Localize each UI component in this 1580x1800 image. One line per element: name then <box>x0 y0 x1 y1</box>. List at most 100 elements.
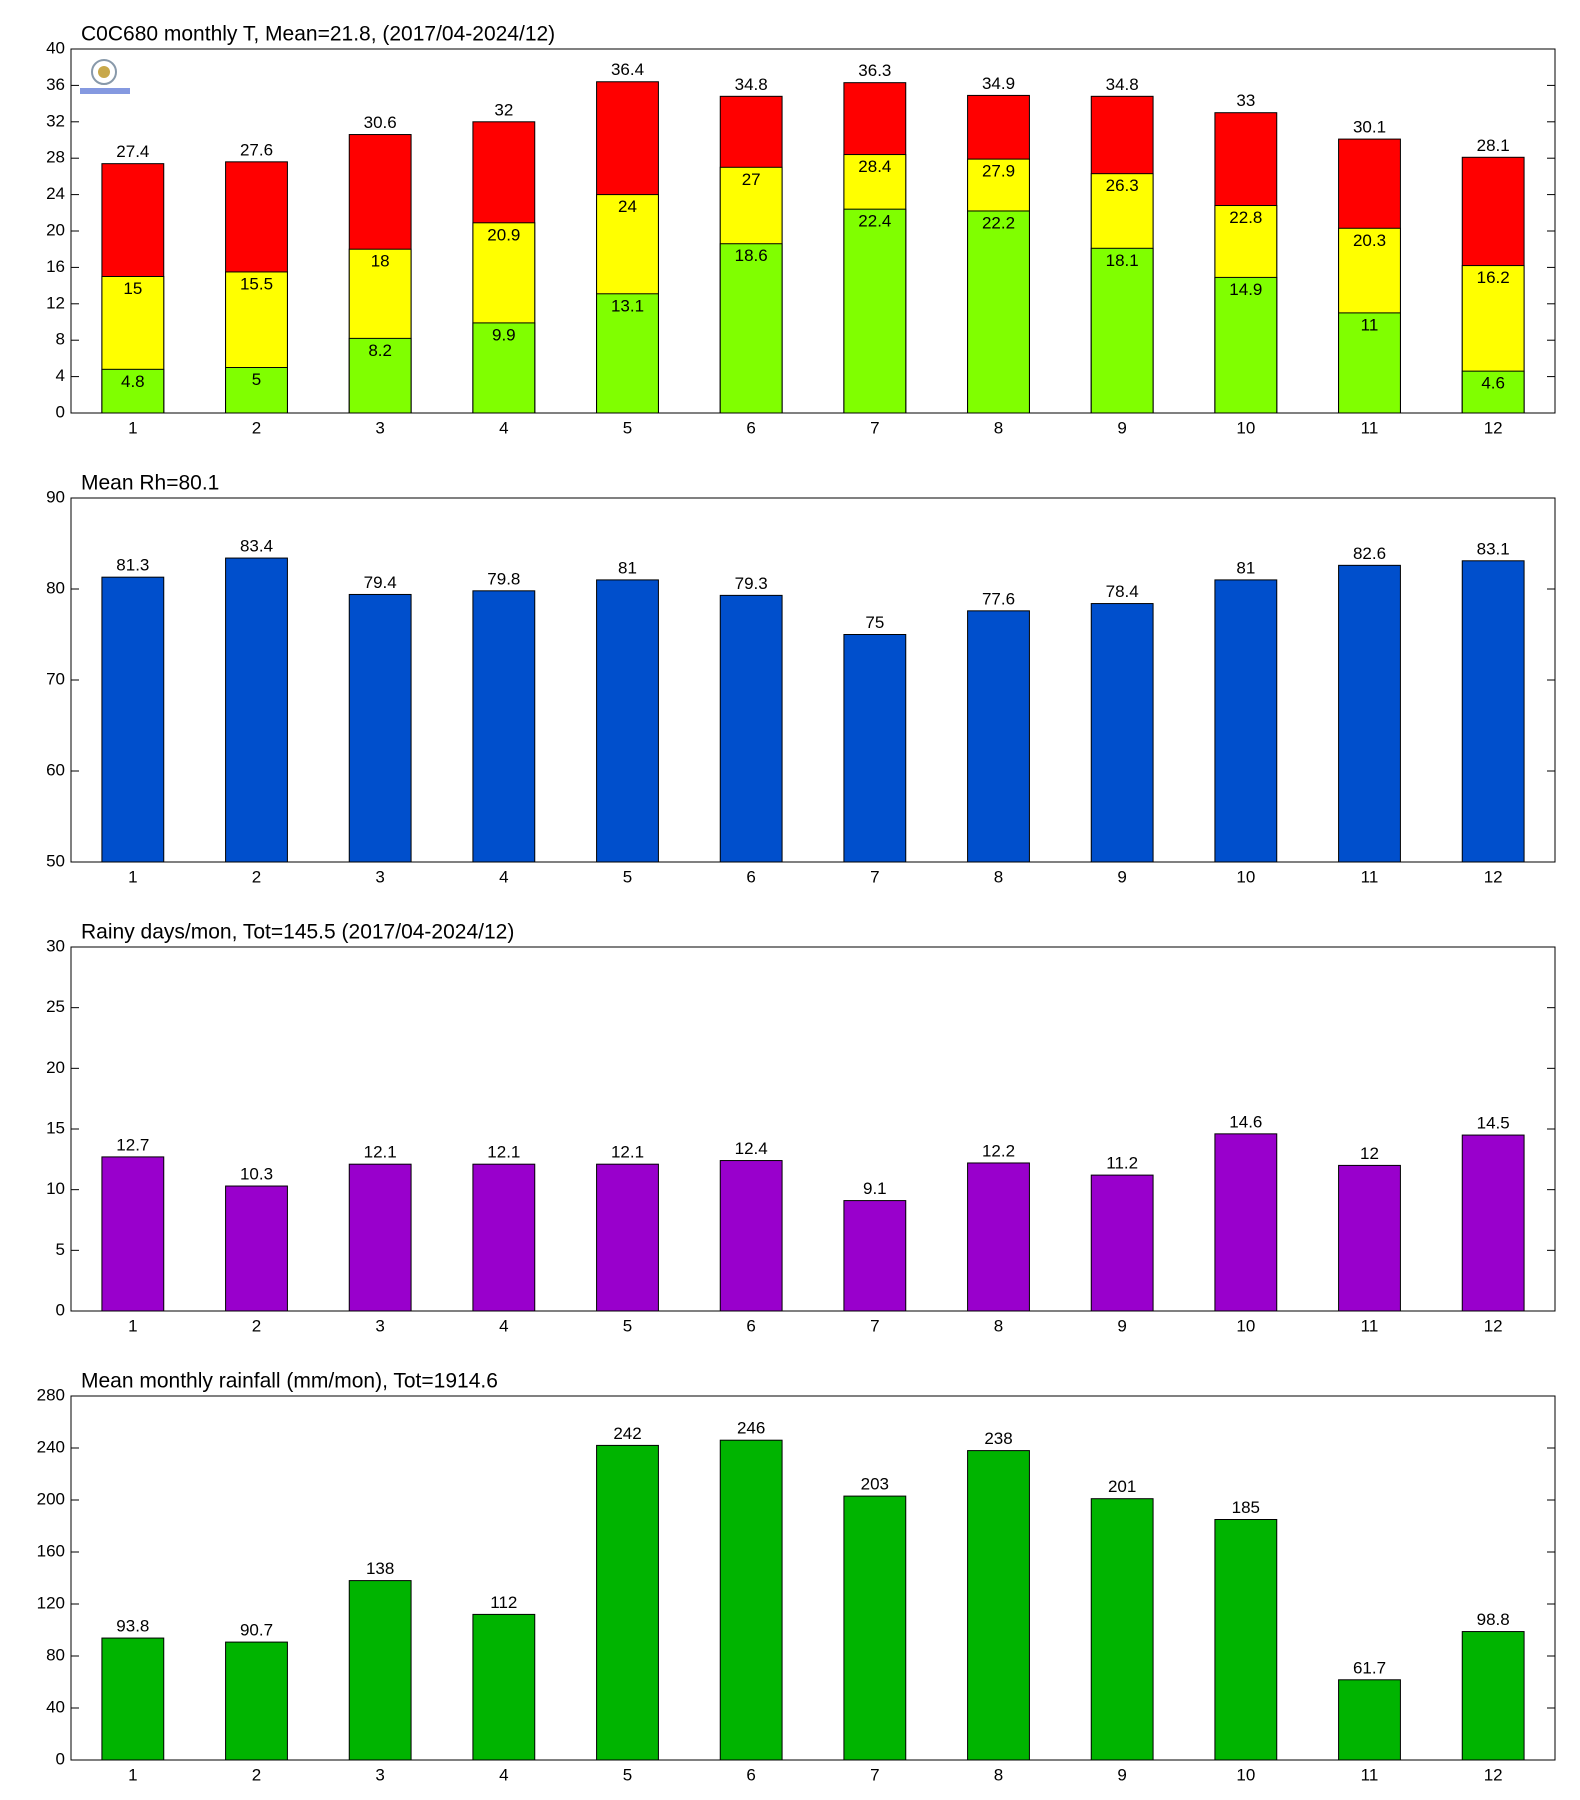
bar <box>1090 603 1154 863</box>
data-label: 15.5 <box>240 274 273 293</box>
bar <box>225 557 288 863</box>
x-tick-label: 1 <box>128 1316 137 1335</box>
data-label: 12.1 <box>364 1143 397 1162</box>
x-tick-label: 11 <box>1361 418 1379 437</box>
x-tick-label: 11 <box>1361 1765 1379 1784</box>
data-label: 14.9 <box>1229 280 1262 299</box>
data-label: 11 <box>1361 315 1379 334</box>
bar <box>1214 1133 1278 1312</box>
data-label: 26.3 <box>1106 176 1139 195</box>
x-tick-label: 11 <box>1361 1316 1379 1335</box>
y-tick-label: 280 <box>37 1385 65 1404</box>
y-tick-label: 10 <box>46 1179 65 1198</box>
y-tick-label: 60 <box>46 760 65 779</box>
x-tick-label: 5 <box>623 1316 632 1335</box>
x-tick-label: 8 <box>994 1316 1003 1335</box>
data-label: 27.4 <box>116 142 149 161</box>
y-tick-label: 5 <box>56 1240 65 1259</box>
bar <box>101 576 165 863</box>
x-tick-label: 7 <box>870 1765 879 1784</box>
x-tick-label: 12 <box>1484 1316 1503 1335</box>
x-tick-label: 10 <box>1236 1316 1255 1335</box>
x-tick-label: 9 <box>1117 1316 1126 1335</box>
data-label: 16.2 <box>1477 268 1510 287</box>
data-label: 13.1 <box>611 296 644 315</box>
bar <box>843 208 907 414</box>
data-label: 79.4 <box>364 573 397 592</box>
y-tick-label: 30 <box>46 936 65 955</box>
data-label: 12 <box>1360 1144 1379 1163</box>
chart-title: C0C680 monthly T, Mean=21.8, (2017/04-20… <box>81 23 555 46</box>
data-label: 22.8 <box>1229 208 1262 227</box>
bar <box>719 1439 783 1761</box>
data-label: 22.4 <box>858 212 891 231</box>
data-label: 81.3 <box>116 556 149 575</box>
bar <box>348 593 412 863</box>
data-label: 8.2 <box>368 341 392 360</box>
data-label: 83.1 <box>1477 539 1510 558</box>
data-label: 90.7 <box>240 1621 273 1640</box>
data-label: 242 <box>613 1424 641 1443</box>
bar <box>843 1200 907 1312</box>
bar <box>1090 247 1154 414</box>
data-label: 83.4 <box>240 537 273 556</box>
bar <box>967 210 1030 414</box>
bar <box>596 1163 659 1312</box>
x-tick-label: 2 <box>252 867 261 886</box>
data-label: 4.6 <box>1481 374 1505 393</box>
data-label: 203 <box>861 1475 889 1494</box>
y-tick-label: 4 <box>56 366 65 385</box>
data-label: 11.2 <box>1106 1154 1138 1173</box>
x-tick-label: 9 <box>1117 1765 1126 1784</box>
x-tick-label: 4 <box>499 1316 508 1335</box>
x-tick-label: 1 <box>128 867 137 886</box>
plot-frame <box>70 1395 1556 1761</box>
x-tick-label: 12 <box>1484 418 1503 437</box>
data-label: 4.8 <box>121 372 145 391</box>
bar <box>225 1185 288 1312</box>
x-tick-label: 2 <box>252 1765 261 1784</box>
x-tick-label: 10 <box>1236 1765 1255 1784</box>
x-tick-label: 5 <box>623 418 632 437</box>
x-tick-label: 6 <box>746 867 755 886</box>
bar <box>596 1444 659 1761</box>
x-tick-label: 12 <box>1484 867 1503 886</box>
bar <box>1214 579 1278 863</box>
data-label: 238 <box>984 1429 1012 1448</box>
x-tick-label: 7 <box>870 1316 879 1335</box>
bar <box>472 1613 536 1761</box>
data-label: 18.6 <box>735 246 768 265</box>
y-tick-label: 240 <box>37 1437 65 1456</box>
x-tick-label: 11 <box>1361 867 1379 886</box>
data-label: 138 <box>366 1559 394 1578</box>
bar <box>101 1637 165 1761</box>
chart-title: Mean Rh=80.1 <box>81 472 219 495</box>
x-tick-label: 6 <box>746 1765 755 1784</box>
y-tick-label: 80 <box>46 1645 65 1664</box>
bar <box>225 1641 288 1761</box>
bar <box>1461 1134 1525 1312</box>
x-tick-label: 3 <box>375 1765 384 1784</box>
bar <box>967 610 1030 863</box>
data-label: 15 <box>123 279 142 298</box>
data-label: 77.6 <box>982 589 1015 608</box>
data-label: 12.1 <box>487 1143 520 1162</box>
chart-title: Mean monthly rainfall (mm/mon), Tot=1914… <box>81 1370 498 1393</box>
y-tick-label: 0 <box>56 1300 65 1319</box>
x-tick-label: 8 <box>994 867 1003 886</box>
data-label: 12.2 <box>982 1141 1015 1160</box>
y-tick-label: 24 <box>46 184 65 203</box>
x-tick-label: 5 <box>623 1765 632 1784</box>
data-label: 79.3 <box>735 574 768 593</box>
x-tick-label: 4 <box>499 1765 508 1784</box>
data-label: 78.4 <box>1106 582 1139 601</box>
y-tick-label: 40 <box>46 1697 65 1716</box>
logo <box>80 59 130 94</box>
x-tick-label: 6 <box>746 1316 755 1335</box>
bar <box>1090 1174 1154 1312</box>
data-label: 79.8 <box>487 569 520 588</box>
data-label: 32 <box>494 100 513 119</box>
bar <box>719 594 783 863</box>
x-tick-label: 9 <box>1117 418 1126 437</box>
